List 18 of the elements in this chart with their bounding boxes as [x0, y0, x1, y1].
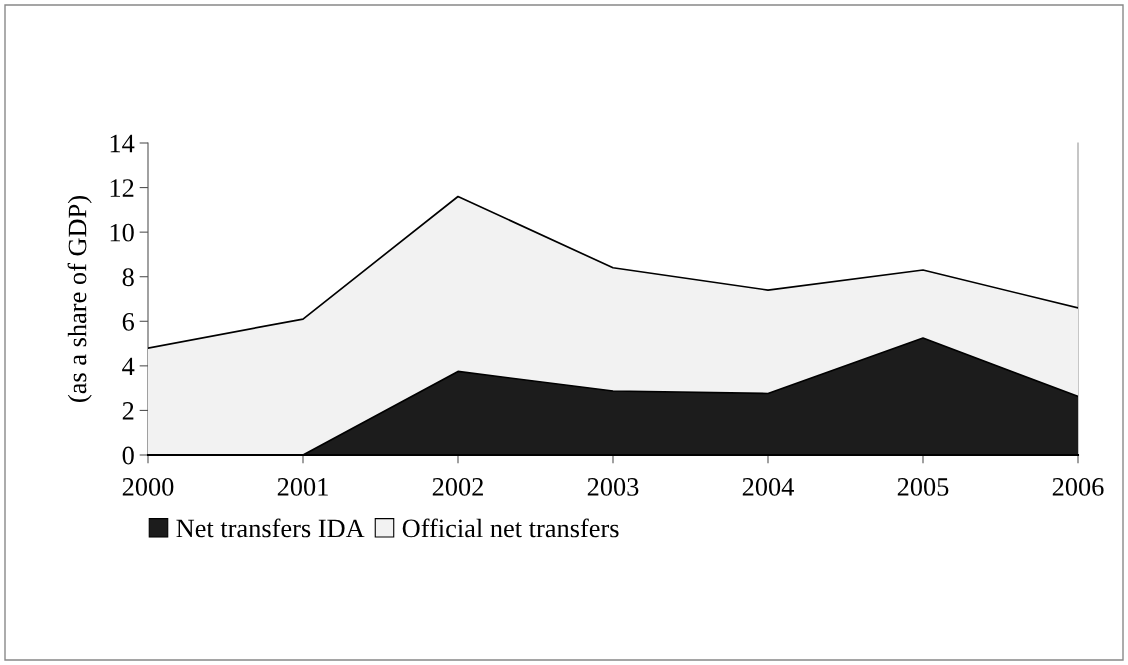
y-axis-title: (as a share of GDP) — [67, 196, 92, 402]
y-tick-label: 10 — [110, 223, 134, 242]
legend-label: Official net transfers — [402, 518, 619, 538]
x-tick-label: 2003 — [587, 477, 639, 496]
y-tick-label: 8 — [122, 268, 134, 287]
x-tick-label: 2004 — [742, 477, 794, 496]
y-tick-label: 12 — [110, 179, 134, 197]
x-tick-label: 2000 — [122, 477, 174, 496]
x-tick-label: 2005 — [897, 477, 949, 496]
y-tick-label: 14 — [110, 134, 135, 153]
y-tick-label: 6 — [122, 312, 135, 331]
legend-label: Net transfers IDA — [176, 518, 365, 538]
y-tick-label: 0 — [122, 446, 134, 465]
x-tick-label: 2002 — [432, 477, 483, 496]
y-tick-label: 4 — [122, 357, 135, 376]
y-tick-label: 2 — [122, 402, 134, 420]
x-tick-label: 2001 — [277, 477, 328, 496]
x-tick-label: 2006 — [1052, 477, 1104, 496]
